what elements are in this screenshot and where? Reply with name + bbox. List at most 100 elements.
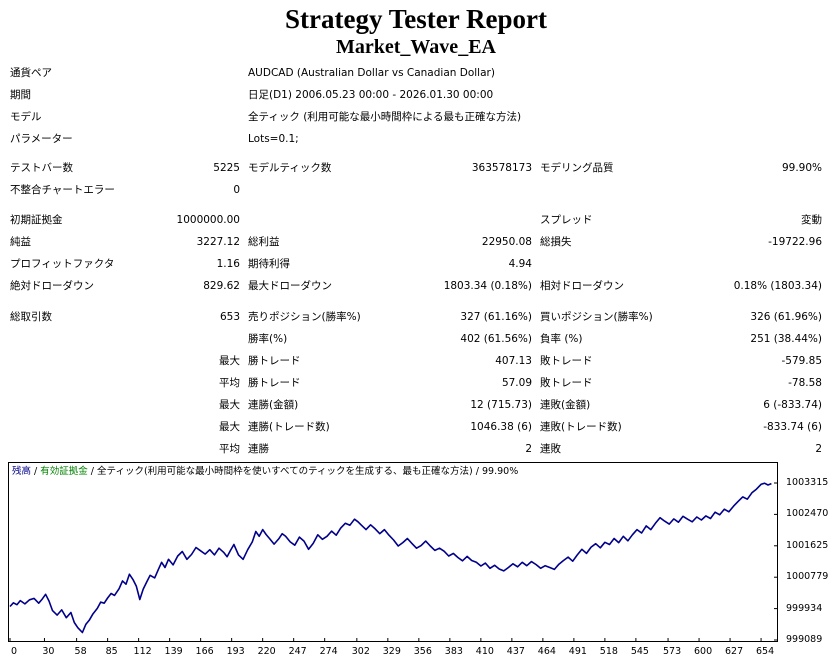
long-positions-label: 買いポジション(勝率%)	[540, 311, 653, 323]
average-win-value: 57.09	[501, 377, 532, 389]
relative-dd-value: 0.18% (1803.34)	[733, 280, 822, 292]
win-rate-label: 勝率(%)	[248, 333, 288, 345]
x-tick-label: 491	[568, 646, 587, 657]
short-positions-value: 327 (61.16%)	[460, 311, 532, 323]
ticks-value: 363578173	[471, 162, 532, 174]
long-positions-value: 326 (61.96%)	[750, 311, 822, 323]
absolute-dd-label: 絶対ドローダウン	[10, 280, 94, 292]
max-consecutive-losses-label: 連敗(金額)	[540, 399, 591, 411]
loss-rate-value: 251 (38.44%)	[750, 333, 822, 345]
profit-factor-value: 1.16	[216, 258, 240, 270]
net-profit-label: 純益	[10, 236, 31, 248]
quality-value: 99.90%	[781, 162, 822, 174]
largest-win-value: 407.13	[495, 355, 532, 367]
legend-separator: /	[472, 466, 483, 477]
y-tick-label: 999934	[786, 602, 823, 614]
y-tick-label: 999089	[786, 634, 823, 645]
bars-label: テストバー数	[10, 162, 73, 174]
x-tick-label: 220	[257, 646, 276, 657]
maximal-dd-label: 最大ドローダウン	[248, 280, 332, 292]
legend-equity: 有効証拠金	[40, 466, 88, 477]
gross-profit-value: 22950.08	[481, 236, 532, 248]
x-tick-label: 0	[10, 646, 18, 657]
x-tick-label: 112	[133, 646, 152, 657]
x-tick-label: 627	[724, 646, 744, 657]
max-consecutive-losses-value: 6 (-833.74)	[763, 399, 822, 411]
legend-model: 全ティック(利用可能な最小時間枠を使いすべてのティックを生成する、最も正確な方法…	[97, 466, 473, 477]
x-tick-label: 356	[413, 646, 432, 657]
x-tick-label: 58	[74, 646, 87, 657]
expected-payoff-value: 4.94	[508, 258, 532, 270]
chart-legend: 残高 / 有効証拠金 / 全ティック(利用可能な最小時間枠を使いすべてのティック…	[12, 466, 518, 478]
maximal-label: 最大	[219, 421, 240, 433]
mismatch-label: 不整合チャートエラー	[10, 184, 115, 196]
spread-value: 変動	[801, 214, 822, 226]
spread-label: スプレッド	[540, 214, 593, 226]
max-consecutive-wins-value: 12 (715.73)	[470, 399, 532, 411]
average-loss-label: 敗トレード	[540, 377, 593, 389]
maximum-label: 最大	[219, 399, 240, 411]
max-consecutive-loss-label: 連敗(トレード数)	[540, 421, 622, 433]
legend-separator: /	[31, 466, 41, 477]
y-tick-label: 1001625	[786, 539, 829, 551]
chart-frame	[8, 462, 778, 642]
period-value: 日足(D1) 2006.05.23 00:00 - 2026.01.30 00:…	[248, 89, 494, 101]
average-consecutive-label: 平均	[219, 443, 240, 455]
gross-profit-label: 総利益	[248, 236, 280, 248]
average-consecutive-losses-value: 2	[815, 443, 822, 455]
loss-rate-label: 負率 (%)	[540, 333, 583, 345]
legend-quality: 99.90%	[482, 466, 519, 477]
deposit-value: 1000000.00	[176, 214, 240, 226]
average-consecutive-wins-label: 連勝	[248, 443, 269, 455]
max-consecutive-profit-value: 1046.38 (6)	[470, 421, 532, 433]
x-tick-label: 383	[444, 646, 463, 657]
x-tick-label: 85	[105, 646, 118, 657]
average-label: 平均	[219, 377, 240, 389]
largest-loss-value: -579.85	[781, 355, 822, 367]
absolute-dd-value: 829.62	[203, 280, 240, 292]
ticks-label: モデルティック数	[248, 162, 332, 174]
profit-factor-label: プロフィットファクタ	[10, 258, 115, 270]
period-label: 期間	[10, 89, 31, 101]
short-positions-label: 売りポジション(勝率%)	[248, 311, 361, 323]
model-label: モデル	[10, 111, 42, 123]
legend-separator: /	[87, 466, 98, 477]
x-tick-label: 437	[506, 646, 525, 657]
symbol-label: 通貨ペア	[10, 67, 52, 79]
average-loss-value: -78.58	[788, 377, 822, 389]
legend-balance: 残高	[12, 466, 32, 477]
maximal-dd-value: 1803.34 (0.18%)	[443, 280, 532, 292]
parameters-value: Lots=0.1;	[248, 133, 299, 145]
win-rate-value: 402 (61.56%)	[460, 333, 532, 345]
x-tick-label: 464	[537, 646, 556, 657]
average-win-label: 勝トレード	[248, 377, 301, 389]
total-trades-label: 総取引数	[10, 311, 52, 323]
deposit-label: 初期証拠金	[10, 214, 63, 226]
model-value: 全ティック (利用可能な最小時間枠による最も正確な方法)	[248, 111, 522, 123]
total-trades-value: 653	[219, 311, 240, 323]
expected-payoff-label: 期待利得	[248, 258, 290, 270]
balance-chart	[8, 462, 778, 642]
x-tick-label: 545	[630, 646, 649, 657]
ea-name: Market_Wave_EA	[336, 36, 496, 58]
x-tick-label: 302	[351, 646, 370, 657]
gross-loss-label: 総損失	[540, 236, 572, 248]
y-tick-label: 1000779	[786, 571, 829, 583]
x-tick-label: 600	[693, 646, 713, 657]
y-tick-label: 1002470	[786, 508, 829, 520]
max-consecutive-loss-value: -833.74 (6)	[763, 421, 822, 433]
x-tick-label: 410	[475, 646, 494, 657]
mismatch-value: 0	[233, 184, 240, 196]
average-consecutive-losses-label: 連敗	[540, 443, 561, 455]
x-tick-label: 274	[319, 646, 338, 657]
net-profit-value: 3227.12	[196, 236, 240, 248]
x-tick-label: 654	[755, 646, 775, 657]
x-tick-label: 247	[288, 646, 307, 657]
max-consecutive-profit-label: 連勝(トレード数)	[248, 421, 330, 433]
x-tick-label: 518	[599, 646, 618, 657]
parameters-label: パラメーター	[10, 133, 73, 145]
largest-loss-label: 敗トレード	[540, 355, 593, 367]
average-consecutive-wins-value: 2	[525, 443, 532, 455]
report-title: Strategy Tester Report	[285, 4, 547, 34]
largest-label: 最大	[219, 355, 240, 367]
